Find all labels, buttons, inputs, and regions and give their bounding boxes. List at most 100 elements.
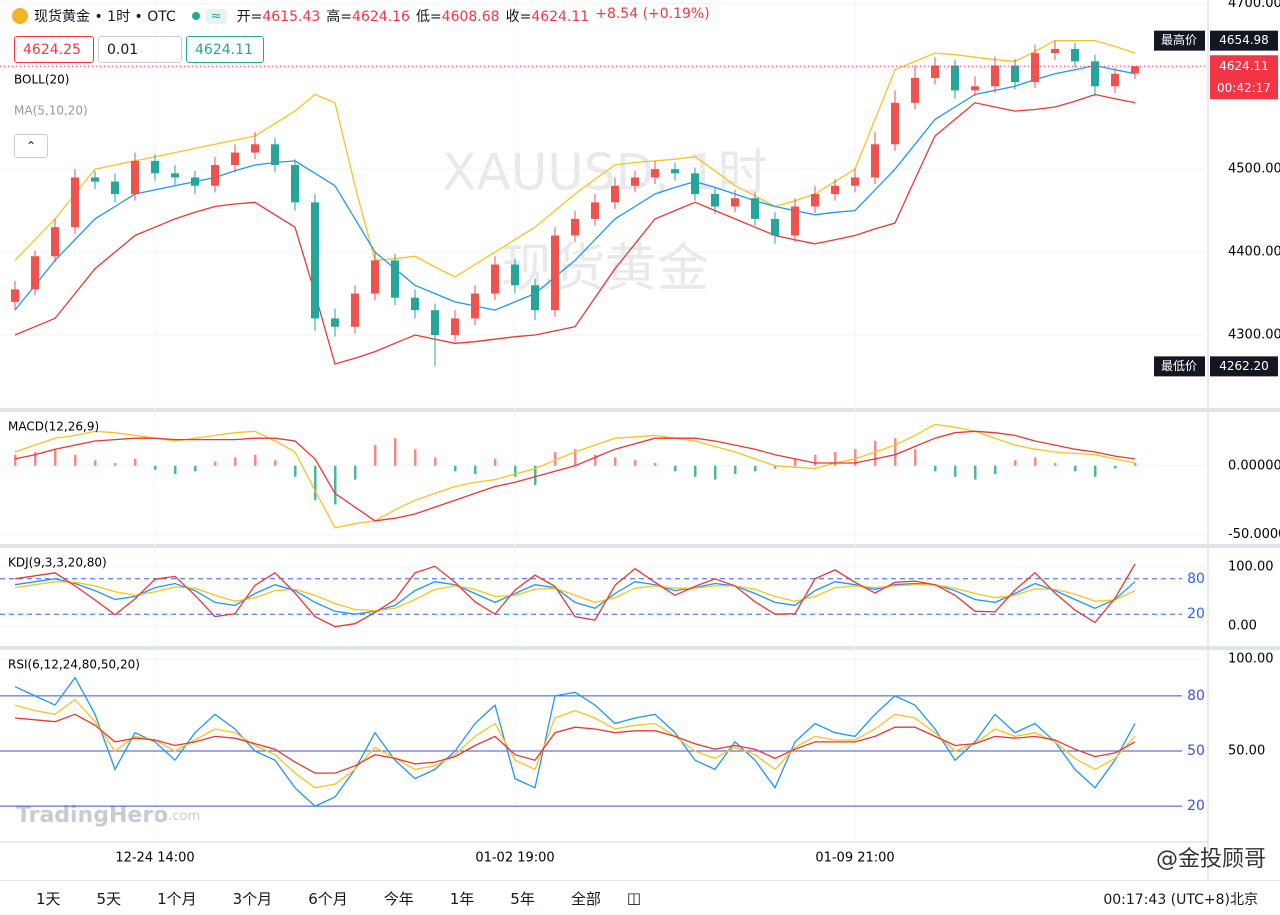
pane-separator [0,544,1280,548]
last-price-box [1210,55,1278,100]
candle-body [151,160,159,174]
candle-body [31,256,39,290]
macd-bar [374,445,377,466]
candle-body [211,165,219,186]
candle-body [511,264,519,286]
badge: ≈ [205,8,227,24]
macd-bar [134,458,137,466]
last-price: 4624.11 [1219,59,1269,73]
brand-watermark: TradingHero.com [16,803,200,828]
macd-bar [994,465,997,475]
y-tick-label: 0.00000 [1228,458,1280,473]
macd-bar [894,438,897,466]
range-button[interactable]: 6个月 [308,889,348,908]
marker-value-box [1210,356,1278,377]
indicator-line [14,698,1136,789]
range-button[interactable]: 5天 [96,889,122,908]
sell-price[interactable]: 4624.25 [14,36,94,63]
candle-body [51,227,59,257]
macd-bar [414,449,417,466]
macd-bar [554,451,557,466]
candle-body [791,206,799,236]
indicator-line [14,578,1136,615]
macd-bar [1094,465,1097,477]
candle-body [191,177,199,186]
macd-bar [194,465,197,472]
candle-body [131,160,139,195]
symbol[interactable]: 现货黄金 • 1时 • OTC [34,9,176,25]
macd-bar [694,465,697,477]
macd-bar [154,465,157,470]
macd-bar [874,440,877,466]
stat-label: 低= [415,9,442,25]
quantity[interactable]: 0.01 [98,36,182,63]
collapse-button[interactable]: ⌃ [14,134,48,158]
candle-body [911,77,919,103]
macd-bar [254,454,257,466]
ranges: 1天 5天 1个月 3个月 6个月 今年 1年 5年 全部 [18,888,601,909]
macd-bar [1034,457,1037,466]
status-dot [191,12,200,20]
level-label: 20 [1187,798,1205,814]
indicator-line [14,563,1136,628]
indicator-line [14,676,1136,807]
marker-value-box [1210,30,1278,51]
candle-body [951,65,959,91]
y-tick-label: 4400.00 [1228,245,1280,260]
candle-body [631,177,639,186]
y-tick-label: 4500.00 [1228,162,1280,177]
candle-body [551,235,559,311]
macd-bar [454,465,457,472]
candle-body [891,102,899,145]
candle-body [371,260,379,294]
indicator-line [14,93,1136,365]
buy-price[interactable]: 4624.11 [186,36,264,63]
marker-name-box [1154,356,1205,377]
macd-bar [774,465,777,469]
chart: XAUUSD, 1时现货黄金TradingHero.com@金投顾哥12-24 … [0,0,1280,880]
candle-body [1111,73,1119,87]
macd-bar [714,465,717,480]
macd-bar [334,465,337,505]
macd-bar [754,465,757,472]
macd-bar [854,449,857,466]
macd-bar [814,454,817,466]
stat: 低=4608.68 [416,6,500,26]
stat-value: +8.54 (+0.19%) [595,6,710,22]
indicator-label: MA(5,10,20) [14,104,88,118]
candle-body [1011,65,1019,83]
candle-body [1131,66,1139,74]
x-tick-label: 12-24 14:00 [115,851,194,866]
range-button[interactable]: 1天 [36,889,61,908]
macd-bar [14,454,17,466]
author-watermark: @金投顾哥 [1156,847,1266,872]
y-tick-label: 4300.00 [1228,328,1280,343]
macd-bar [914,449,917,466]
candle-body [251,144,259,153]
range-button[interactable]: 全部 [570,889,601,908]
indicator-line [14,430,1136,522]
candle-body [591,202,599,219]
y-tick-label: 50.00 [1228,744,1265,759]
macd-bar [1134,463,1137,466]
candle-body [851,177,859,186]
clock: 00:17:43 (UTC+8)北京 [1103,892,1258,908]
candle-body [11,289,19,302]
candle-body [451,318,459,336]
macd-bar [174,465,177,475]
macd-bar [114,463,117,466]
x-tick-label: 01-09 21:00 [815,851,894,866]
range-button[interactable]: 今年 [383,889,414,908]
candle-body [111,181,119,195]
range-button[interactable]: 1年 [449,889,475,908]
macd-bar [1014,460,1017,466]
candle-body [971,86,979,91]
range-button[interactable]: 1个月 [157,889,197,908]
macd-bar [94,460,97,466]
compare-icon[interactable]: ◫ [626,889,642,907]
order-boxes: 4624.25 0.01 4624.11 [14,36,264,63]
brand: TradingHero [16,803,168,828]
header: 现货黄金 • 1时 • OTC ≈ 开=4615.43 高=4624.16 低=46… [12,5,710,27]
range-button[interactable]: 5年 [510,889,535,908]
range-button[interactable]: 3个月 [232,889,273,908]
